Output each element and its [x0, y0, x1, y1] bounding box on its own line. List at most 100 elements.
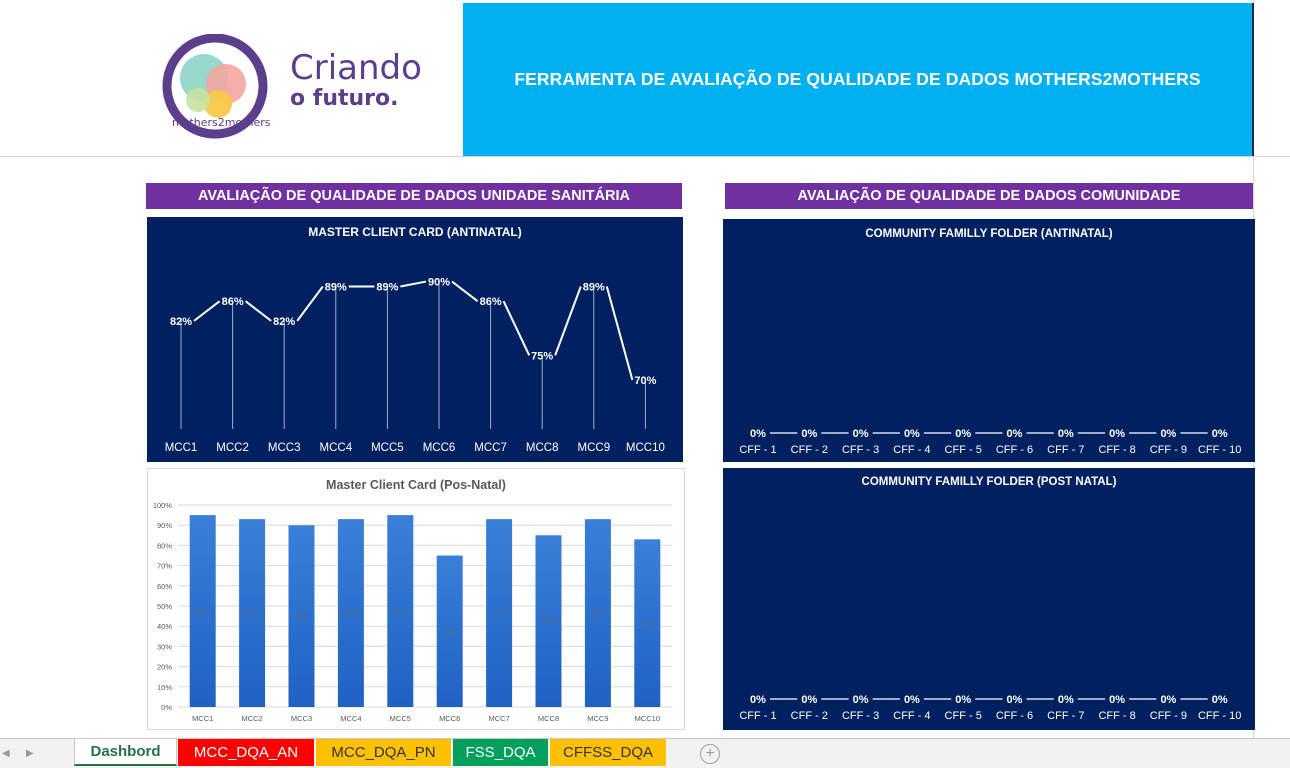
data-label: 0% — [955, 694, 971, 706]
data-label: 0% — [1109, 694, 1125, 706]
data-label: 0% — [1160, 694, 1176, 706]
scroll-right-icon[interactable]: ▶ — [26, 748, 34, 759]
category-label: CFF - 4 — [893, 710, 930, 722]
category-label: CFF - 10 — [1198, 710, 1241, 722]
chart-mcc-postnatal-plot: 0% 10% 20% 30% 40% 50% 60% 70% 80% 90% 100% 95% MCC1… — [153, 501, 672, 723]
category-label: CFF - 7 — [1047, 444, 1084, 456]
data-label: 86% — [480, 296, 502, 308]
category-label: CFF - 1 — [739, 710, 776, 722]
category-label: MCC4 — [320, 442, 353, 454]
category-label: MCC3 — [291, 714, 312, 723]
data-label: 0% — [1058, 694, 1074, 706]
data-label: 82% — [273, 316, 295, 328]
data-label: 0% — [801, 694, 817, 706]
sheet-tab-mcc-dqa-an[interactable]: MCC_DQA_AN — [178, 739, 314, 766]
section-title-left: AVALIAÇÃO DE QUALIDADE DE DADOS UNIDADE … — [197, 188, 631, 204]
header-divider — [0, 156, 1290, 157]
y-tick-label: 70% — [157, 562, 172, 571]
bar — [436, 555, 463, 707]
y-tick-label: 30% — [157, 642, 172, 651]
data-label: 93% — [245, 611, 259, 618]
data-label: 89% — [376, 281, 398, 293]
category-label: CFF - 6 — [996, 444, 1033, 456]
data-label: 75% — [443, 629, 457, 636]
category-label: CFF - 7 — [1047, 710, 1084, 722]
category-label: CFF - 5 — [945, 444, 982, 456]
category-label: MCC8 — [526, 442, 559, 454]
data-label: 0% — [853, 428, 869, 440]
data-label: 89% — [583, 281, 605, 293]
bar — [634, 539, 661, 707]
category-label: MCC7 — [488, 714, 509, 723]
category-label: CFF - 3 — [842, 710, 879, 722]
y-tick-label: 80% — [157, 541, 172, 550]
data-label: 95% — [196, 609, 210, 616]
y-tick-label: 0% — [161, 703, 172, 712]
series-segment — [451, 280, 479, 303]
sheet-tab-mcc-dqa-pn[interactable]: MCC_DQA_PN — [316, 739, 451, 766]
data-label: 0% — [1212, 694, 1228, 706]
bar — [337, 519, 364, 707]
data-label: 0% — [1007, 428, 1023, 440]
series-segment — [554, 286, 582, 356]
chart-cff-antenatal[interactable]: COMMUNITY FAMILLY FOLDER (ANTINATAL) 0% C… — [723, 219, 1255, 462]
sheet-tab-cffss-dqa[interactable]: CFFSS_DQA — [550, 739, 666, 766]
y-tick-label: 60% — [157, 582, 172, 591]
data-label: 0% — [801, 428, 817, 440]
chart-mcc-postnatal[interactable]: Master Client Card (Pos-Natal) 0% 10% 20% 3… — [147, 468, 685, 730]
y-tick-label: 40% — [157, 622, 172, 631]
logo-emblem-icon — [162, 34, 268, 139]
series-segment — [193, 300, 221, 322]
data-label: 0% — [1058, 428, 1074, 440]
chart-title: COMMUNITY FAMILLY FOLDER (ANTINATAL) — [865, 228, 1113, 240]
section-title-right: AVALIAÇÃO DE QUALIDADE DE DADOS COMUNIDA… — [797, 188, 1181, 204]
category-label: MCC8 — [538, 714, 559, 723]
category-label: MCC6 — [423, 442, 456, 454]
category-label: MCC2 — [216, 442, 249, 454]
bar — [387, 515, 414, 707]
y-tick-label: 10% — [157, 683, 172, 692]
data-label: 85% — [541, 619, 555, 626]
bar — [288, 525, 315, 707]
bar — [584, 519, 611, 707]
section-header-community: AVALIAÇÃO DE QUALIDADE DE DADOS COMUNIDA… — [725, 183, 1253, 209]
data-label: 0% — [1007, 694, 1023, 706]
logo-line1: Criando — [290, 48, 422, 88]
category-label: CFF - 3 — [842, 444, 879, 456]
data-label: 0% — [1109, 428, 1125, 440]
y-tick-label: 90% — [157, 521, 172, 530]
series-segment — [605, 286, 634, 381]
add-sheet-icon[interactable]: + — [700, 744, 720, 764]
series-segment — [296, 285, 324, 322]
category-label: MCC1 — [192, 714, 213, 723]
data-label: 86% — [222, 296, 244, 308]
data-label: 83% — [640, 621, 654, 628]
data-label: 90% — [294, 614, 308, 621]
sheet-tab-dashbord[interactable]: Dashbord — [74, 739, 177, 766]
bar — [535, 535, 562, 707]
data-label: 0% — [1212, 428, 1228, 440]
category-label: CFF - 8 — [1098, 710, 1135, 722]
data-label: 0% — [1160, 428, 1176, 440]
chart-title: Master Client Card (Pos-Natal) — [326, 478, 506, 492]
data-label: 0% — [955, 428, 971, 440]
scroll-left-icon[interactable]: ◀ — [2, 748, 10, 759]
category-label: MCC9 — [587, 714, 608, 723]
bar — [189, 515, 216, 707]
category-label: MCC5 — [390, 714, 411, 723]
category-label: MCC10 — [635, 714, 660, 723]
data-label: 82% — [170, 316, 192, 328]
chart-cff-postnatal[interactable]: COMMUNITY FAMILLY FOLDER (POST NATAL) 0%… — [723, 468, 1255, 730]
title-banner: FERRAMENTA DE AVALIAÇÃO DE QUALIDADE DE … — [463, 3, 1252, 156]
category-label: MCC9 — [578, 442, 611, 454]
series-segment — [244, 300, 272, 322]
category-label: MCC6 — [439, 714, 460, 723]
category-label: CFF - 8 — [1098, 444, 1135, 456]
category-label: CFF - 9 — [1150, 444, 1187, 456]
chart-mcc-antenatal[interactable]: MASTER CLIENT CARD (ANTINATAL) 82% MCC1 86… — [147, 217, 683, 462]
chart-title: MASTER CLIENT CARD (ANTINATAL) — [308, 225, 522, 239]
data-label: 93% — [492, 611, 506, 618]
category-label: CFF - 4 — [893, 444, 930, 456]
category-label: MCC5 — [371, 442, 404, 454]
sheet-tab-fss-dqa[interactable]: FSS_DQA — [453, 739, 548, 766]
